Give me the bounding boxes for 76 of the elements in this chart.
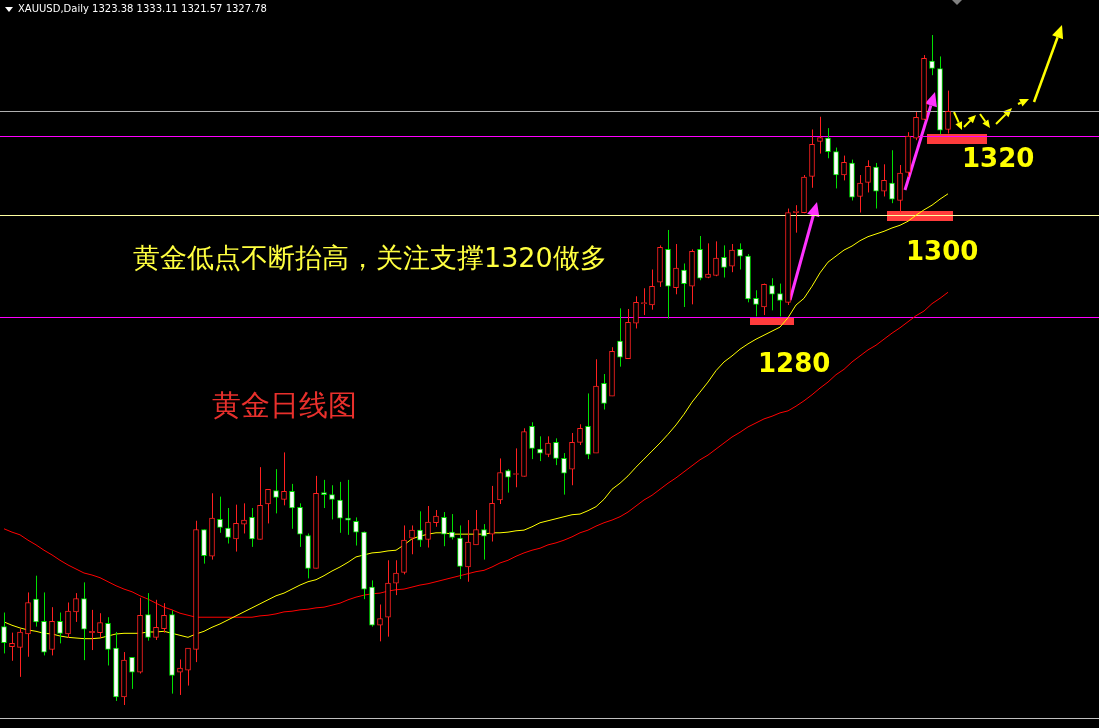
candlestick: [289, 483, 295, 530]
candlestick: [913, 111, 919, 141]
candlestick: [1, 612, 7, 654]
candlestick: [185, 647, 191, 687]
candlestick: [273, 468, 279, 514]
candlestick: [577, 423, 583, 446]
candlestick: [721, 244, 727, 279]
candlestick: [329, 484, 335, 520]
candlestick: [153, 599, 159, 641]
candlestick: [553, 437, 559, 466]
candlestick: [481, 523, 487, 561]
candlestick: [753, 289, 759, 317]
candlestick: [841, 155, 847, 181]
candlestick: [681, 262, 687, 308]
candlestick: [825, 127, 831, 159]
candlestick: [881, 163, 887, 197]
candlestick: [321, 479, 327, 509]
candlestick: [353, 516, 359, 547]
candlestick: [161, 602, 167, 634]
candlestick: [473, 509, 479, 546]
candlestick: [217, 496, 223, 534]
candlestick: [889, 149, 895, 204]
candlestick: [393, 559, 399, 596]
candlestick: [145, 592, 151, 642]
text: 1320: [962, 143, 1035, 173]
candlestick: [57, 612, 63, 644]
candlestick: [129, 656, 135, 690]
candlestick: [769, 277, 775, 311]
chart-title: XAUUSD,Daily 1323.38 1333.11 1321.57 1327.78: [18, 3, 267, 14]
candlestick: [505, 468, 511, 494]
candlestick: [561, 452, 567, 496]
candlestick: [729, 243, 735, 273]
candlestick: [705, 242, 711, 279]
candlestick: [761, 283, 767, 316]
candlestick: [929, 34, 935, 76]
candlestick: [177, 658, 183, 696]
candlestick: [17, 628, 23, 678]
candlestick: [713, 240, 719, 277]
annotation: 黄金低点不断抬高，关注支撑1320做多: [133, 241, 607, 275]
candlestick: [449, 513, 455, 541]
annotation: 黄金日线图: [212, 387, 357, 424]
candlestick: [865, 159, 871, 193]
candlestick: [65, 601, 71, 639]
candlestick: [601, 373, 607, 411]
candlestick: [857, 174, 863, 214]
candlestick: [9, 632, 15, 662]
candlestick: [33, 575, 39, 628]
candlestick: [873, 162, 879, 210]
candlestick: [633, 295, 639, 329]
candlestick: [73, 592, 79, 623]
annotation: 1300: [906, 236, 979, 266]
annotation: 1280: [758, 348, 831, 378]
candlestick: [409, 524, 415, 555]
candlestick: [737, 242, 743, 270]
candlestick: [265, 488, 271, 524]
candlestick: [377, 604, 383, 642]
candlestick: [641, 287, 647, 316]
candlestick: [225, 507, 231, 545]
candlestick: [833, 147, 839, 189]
candlestick: [817, 116, 823, 155]
candlestick: [337, 481, 343, 534]
candlestick: [777, 283, 783, 317]
candlestick: [97, 612, 103, 639]
candlestick: [249, 507, 255, 548]
candlestick: [281, 451, 287, 506]
candlestick: [649, 269, 655, 311]
candlestick: [441, 511, 447, 547]
candlestick: [673, 243, 679, 295]
candlestick: [425, 505, 431, 549]
candlestick: [417, 510, 423, 548]
candlestick: [465, 519, 471, 583]
candlestick: [945, 90, 951, 134]
candlestick: [617, 307, 623, 368]
candlestick: [529, 421, 535, 460]
candlestick: [233, 504, 239, 553]
candlestick: [545, 435, 551, 458]
